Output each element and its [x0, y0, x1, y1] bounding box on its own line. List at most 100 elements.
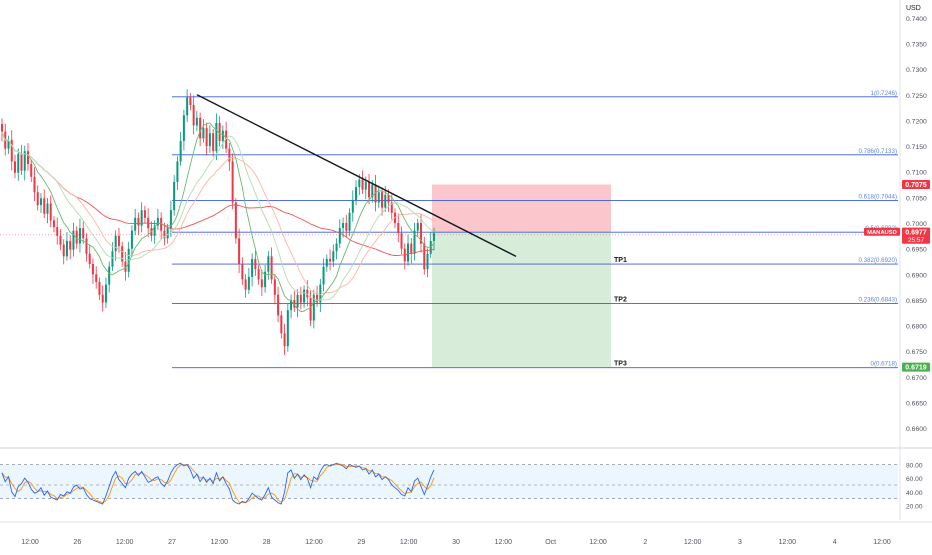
- candle-body: [13, 161, 16, 173]
- candle-body: [299, 294, 302, 303]
- candle-body: [221, 130, 224, 141]
- fib-level-label: 0.382(0.6920): [858, 257, 897, 264]
- candle-body: [156, 217, 159, 226]
- candle-body: [397, 223, 400, 234]
- candle-body: [351, 199, 354, 213]
- rsi-tick-label: 20.00: [906, 503, 923, 510]
- candle-body: [254, 258, 257, 270]
- rsi-tick-label: 80.00: [906, 463, 923, 470]
- take-profit-label: TP3: [614, 361, 627, 368]
- candle-body: [30, 164, 33, 177]
- candle-body: [160, 217, 163, 231]
- time-tick-label: 12:00: [589, 539, 607, 546]
- candle-body: [101, 294, 104, 303]
- candle-body: [59, 235, 62, 245]
- candle-body: [413, 230, 416, 254]
- price-tick-label: 0.6800: [906, 324, 927, 331]
- candle-body: [91, 264, 94, 275]
- candle-body: [267, 256, 270, 272]
- price-tick-label: 0.7100: [906, 170, 927, 177]
- candle-body: [130, 230, 133, 249]
- candle-body: [173, 181, 176, 211]
- candle-body: [296, 294, 299, 308]
- symbol-tag-bg: [864, 227, 900, 236]
- price-tick-label: 0.7400: [906, 16, 927, 23]
- countdown-label: 25:57: [908, 237, 924, 244]
- price-tick-label: 0.6900: [906, 272, 927, 279]
- fib-level-label: 0.786(0.7133): [858, 148, 897, 155]
- candle-body: [17, 153, 20, 173]
- candle-body: [244, 279, 247, 290]
- candle-body: [56, 227, 59, 236]
- time-tick-label: 3: [738, 539, 742, 546]
- time-tick-label: 27: [168, 539, 176, 546]
- candle-body: [416, 223, 419, 231]
- candle-body: [228, 148, 231, 162]
- time-tick-label: Oct: [545, 539, 556, 546]
- moving-average-line: [1, 131, 435, 301]
- candle-body: [153, 225, 156, 236]
- candle-body: [286, 310, 289, 347]
- time-tick-label: 12:00: [211, 539, 229, 546]
- target-price-badge: 0.6719: [905, 365, 927, 372]
- time-tick-label: 12:00: [400, 539, 418, 546]
- candle-body: [432, 233, 436, 241]
- candle-body: [257, 269, 260, 280]
- candle-body: [293, 299, 296, 308]
- candle-body: [62, 244, 65, 257]
- candle-body: [75, 230, 78, 244]
- candle-body: [0, 124, 4, 132]
- candle-body: [247, 276, 250, 290]
- candle-body: [95, 274, 98, 282]
- price-tick-label: 0.7350: [906, 41, 927, 48]
- candle-body: [117, 235, 120, 247]
- last-price-badge-bg: [902, 227, 930, 244]
- candle-body: [306, 289, 309, 298]
- price-tick-label: 0.6650: [906, 401, 927, 408]
- candle-body: [69, 240, 72, 250]
- candle-body: [384, 194, 387, 208]
- candle-body: [332, 251, 335, 262]
- candle-body: [322, 266, 325, 285]
- fib-level-label: 0.618(0.7044): [858, 193, 897, 200]
- candle-body: [195, 117, 198, 126]
- time-tick-label: 29: [357, 539, 365, 546]
- fib-level-label: 1(0.7246): [871, 90, 898, 97]
- candle-body: [124, 261, 127, 272]
- take-profit-label: TP2: [614, 297, 627, 304]
- candle-body: [225, 130, 228, 149]
- candle-body: [7, 139, 10, 149]
- candle-body: [26, 151, 29, 165]
- candle-body: [199, 117, 202, 139]
- currency-label: USD: [906, 5, 921, 12]
- candle-body: [377, 192, 380, 203]
- candle-body: [231, 161, 234, 203]
- time-tick-label: 12:00: [873, 539, 891, 546]
- candle-body: [39, 198, 42, 206]
- candle-body: [137, 217, 140, 226]
- candle-body: [189, 97, 192, 106]
- candle-body: [134, 217, 137, 231]
- candle-body: [192, 105, 195, 126]
- candle-body: [348, 212, 351, 231]
- candle-body: [208, 133, 211, 147]
- candle-body: [169, 210, 172, 229]
- candle-body: [10, 139, 13, 162]
- stop-price-badge: 0.7075: [905, 182, 927, 189]
- time-tick-label: 4: [833, 539, 837, 546]
- time-tick-label: 28: [263, 539, 271, 546]
- rsi-tick-label: 60.00: [906, 476, 923, 483]
- candle-body: [273, 279, 276, 295]
- time-tick-label: 26: [73, 539, 81, 546]
- candle-body: [218, 122, 221, 141]
- candle-body: [163, 230, 166, 239]
- time-tick-label: 12:00: [21, 539, 39, 546]
- fib-level-label: 0(0.6718): [871, 361, 898, 368]
- time-tick-label: 12:00: [305, 539, 323, 546]
- candle-body: [426, 253, 429, 270]
- candle-body: [390, 202, 393, 213]
- candle-body: [182, 115, 185, 141]
- candle-body: [342, 223, 345, 229]
